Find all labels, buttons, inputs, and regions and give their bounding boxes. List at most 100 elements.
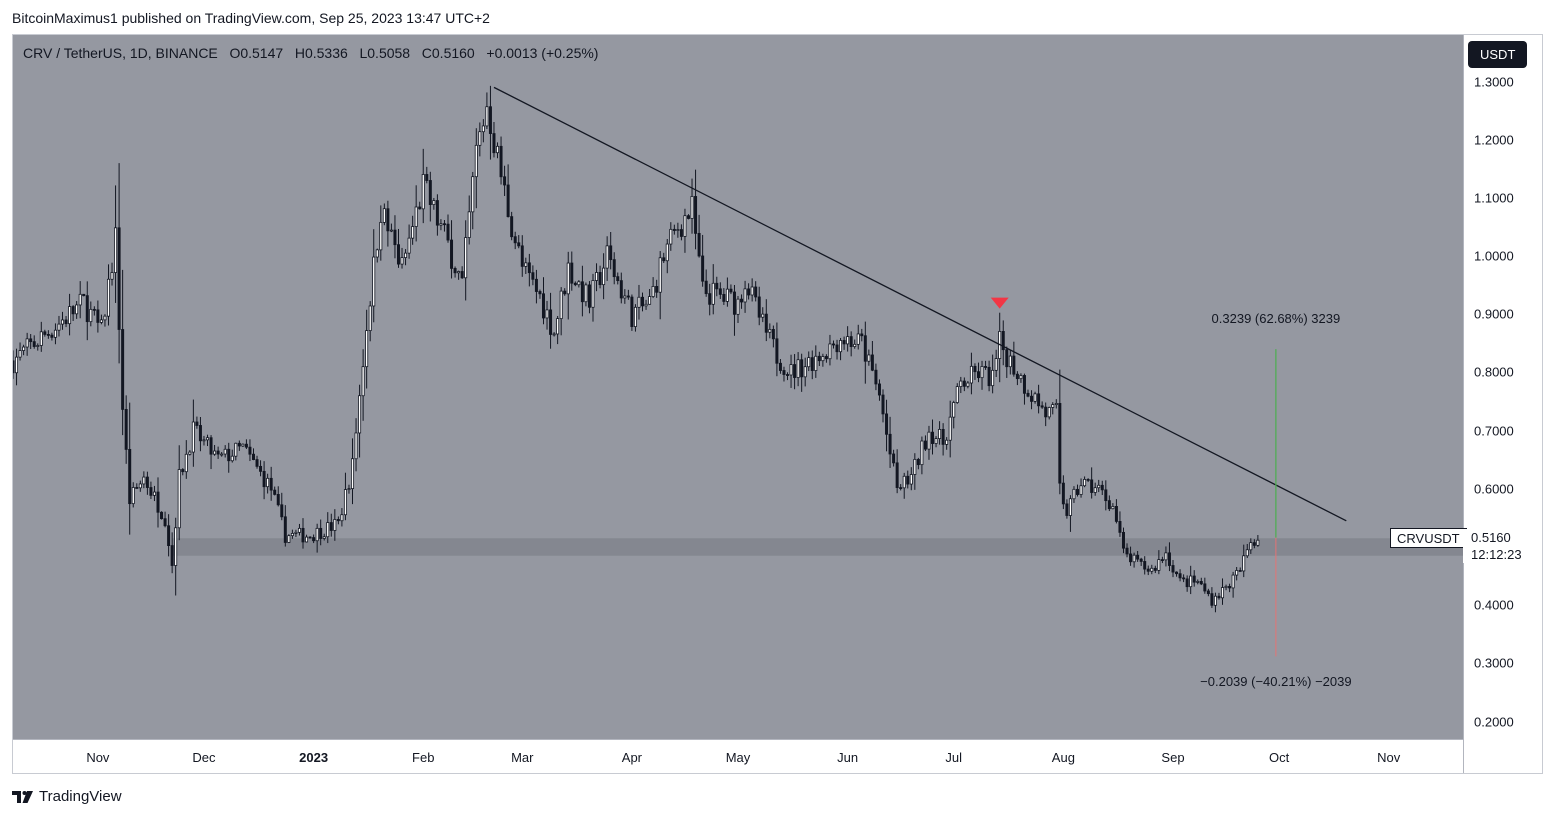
price-tick-label: 0.6000 bbox=[1474, 481, 1514, 497]
candle bbox=[909, 467, 913, 491]
candle bbox=[39, 321, 43, 352]
candle-body bbox=[1033, 393, 1037, 402]
candle bbox=[881, 389, 885, 423]
countdown-timer: 12:12:23 bbox=[1471, 546, 1522, 562]
candle bbox=[1136, 550, 1140, 562]
candle-body bbox=[577, 281, 581, 286]
candle-body bbox=[885, 413, 889, 435]
candle bbox=[916, 457, 920, 470]
candle bbox=[315, 523, 319, 553]
candle bbox=[1146, 565, 1150, 576]
candle bbox=[587, 281, 591, 314]
low-label: L bbox=[359, 45, 368, 61]
candle bbox=[1245, 543, 1249, 559]
candle-body bbox=[686, 215, 690, 219]
price-scale[interactable]: USDT 1.3000 1.2000 1.1000 1.0000 0.9000 0.800… bbox=[1463, 35, 1542, 773]
candle-body bbox=[538, 291, 542, 295]
candle bbox=[128, 402, 132, 535]
candle bbox=[1221, 578, 1225, 605]
candle-body bbox=[305, 536, 309, 543]
candle-body bbox=[955, 386, 959, 403]
candle bbox=[276, 486, 280, 507]
candle bbox=[1008, 349, 1012, 375]
candle-body bbox=[906, 475, 910, 485]
candle-body bbox=[786, 374, 790, 376]
candle-body bbox=[570, 262, 574, 284]
candle-body bbox=[1217, 595, 1221, 599]
candle-body bbox=[531, 272, 535, 280]
candle-body bbox=[662, 257, 666, 262]
candle bbox=[216, 446, 220, 459]
candle bbox=[686, 214, 690, 220]
candle-body bbox=[1231, 574, 1235, 589]
candle bbox=[1107, 495, 1111, 512]
candlestick-plot[interactable] bbox=[13, 35, 1463, 739]
candle bbox=[389, 223, 393, 233]
candle bbox=[184, 440, 188, 479]
time-tick-label: Jul bbox=[945, 750, 963, 765]
candle-body bbox=[478, 131, 482, 146]
candle-body bbox=[1065, 503, 1069, 516]
candle bbox=[1206, 588, 1210, 597]
currency-button[interactable]: USDT bbox=[1468, 41, 1528, 68]
candle-body bbox=[464, 237, 468, 279]
candle bbox=[241, 443, 245, 447]
candle bbox=[305, 534, 309, 543]
candle-body bbox=[517, 242, 521, 247]
candle bbox=[1030, 390, 1034, 410]
candle-body bbox=[481, 125, 485, 133]
candle bbox=[732, 285, 736, 336]
candle-body bbox=[658, 257, 662, 293]
candle bbox=[771, 325, 775, 348]
candle bbox=[612, 252, 616, 285]
candle bbox=[534, 269, 538, 304]
candle-body bbox=[619, 280, 623, 299]
candle-body bbox=[1213, 595, 1217, 606]
symbol-pair[interactable]: CRV / TetherUS, 1D, BINANCE bbox=[23, 45, 218, 61]
candle-body bbox=[743, 288, 747, 303]
time-scale[interactable]: Nov Dec 2023 Feb Mar Apr May Jun Jul Aug Sep Oct Nov bbox=[13, 739, 1463, 773]
candle-body bbox=[375, 249, 379, 258]
candle-body bbox=[506, 184, 510, 218]
candle bbox=[775, 322, 779, 377]
candle-body bbox=[984, 366, 988, 368]
candle bbox=[1175, 571, 1179, 577]
candle bbox=[740, 294, 744, 309]
candle-body bbox=[690, 196, 694, 219]
candle-body bbox=[934, 438, 938, 444]
candle-body bbox=[283, 516, 287, 543]
candle-body bbox=[106, 278, 110, 317]
chart-frame[interactable]: CRV / TetherUS, 1D, BINANCE O0.5147 H0.5… bbox=[12, 34, 1543, 774]
candle-body bbox=[948, 416, 952, 441]
candle-body bbox=[496, 145, 500, 154]
candle bbox=[556, 315, 560, 345]
candle-body bbox=[782, 370, 786, 375]
candle bbox=[839, 337, 843, 361]
candle-body bbox=[46, 334, 50, 336]
candle-body bbox=[22, 346, 26, 351]
candle-body bbox=[612, 259, 616, 278]
candle bbox=[524, 257, 528, 275]
high-value: 0.5336 bbox=[304, 45, 348, 61]
candle-body bbox=[329, 522, 333, 531]
candle-body bbox=[181, 469, 185, 473]
candle bbox=[828, 334, 832, 366]
candle bbox=[1164, 546, 1168, 567]
candle bbox=[931, 419, 935, 455]
candle-body bbox=[1146, 568, 1150, 572]
candle bbox=[432, 197, 436, 210]
candle-body bbox=[393, 229, 397, 246]
candle-body bbox=[849, 336, 853, 347]
candle-body bbox=[1118, 521, 1122, 533]
candle bbox=[163, 511, 167, 528]
candle bbox=[941, 423, 945, 456]
candle-body bbox=[1175, 571, 1179, 575]
candle bbox=[82, 293, 86, 297]
candle-body bbox=[945, 439, 949, 445]
candle bbox=[1058, 369, 1062, 495]
candle-body bbox=[740, 298, 744, 303]
candle bbox=[595, 263, 599, 292]
candle-body bbox=[15, 356, 19, 374]
measure-up-label: 0.3239 (62.68%) 3239 bbox=[1211, 311, 1341, 327]
candle bbox=[1256, 535, 1260, 547]
